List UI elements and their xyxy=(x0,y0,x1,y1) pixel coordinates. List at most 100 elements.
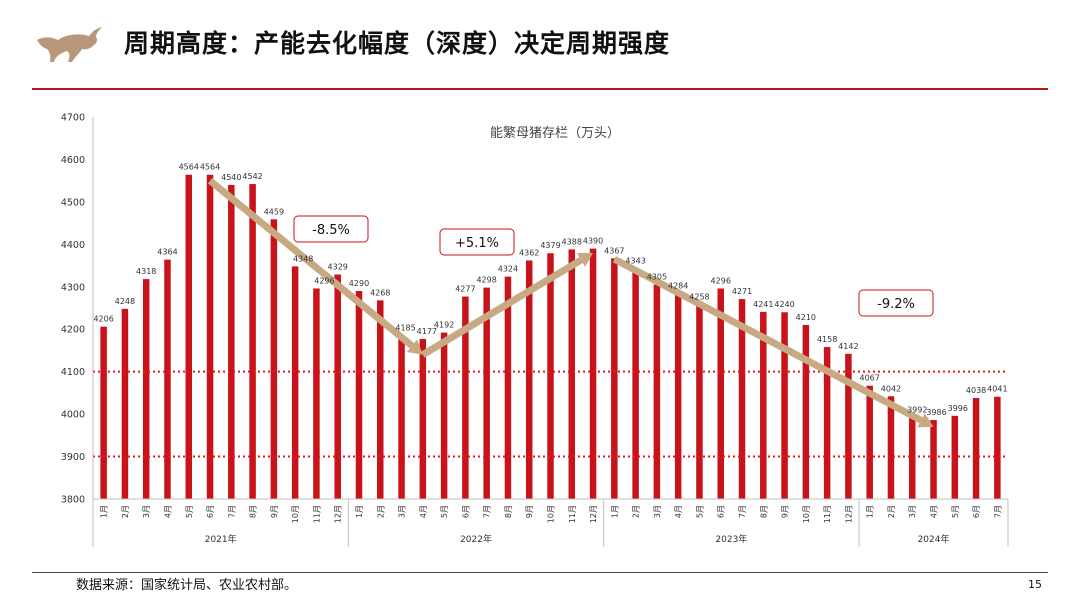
x-tick-label: 11月 xyxy=(312,505,321,523)
bar xyxy=(908,417,916,499)
y-tick-label: 4000 xyxy=(61,410,85,421)
x-tick-label: 12月 xyxy=(589,505,598,523)
y-tick-label: 4500 xyxy=(61,197,85,208)
bar xyxy=(781,312,788,499)
bar xyxy=(185,174,193,500)
x-tick-label: 6月 xyxy=(972,505,981,518)
bar-data-label: 4158 xyxy=(817,335,837,344)
x-tick-label: 5月 xyxy=(695,505,704,518)
x-tick-label: 6月 xyxy=(206,505,215,518)
trend-arrow-head xyxy=(576,252,594,267)
bar xyxy=(611,258,618,499)
x-tick-label: 1月 xyxy=(866,505,875,518)
bar xyxy=(121,308,129,499)
trend-arrow-head xyxy=(917,413,934,428)
x-tick-label: 1月 xyxy=(610,505,619,518)
x-tick-label: 7月 xyxy=(738,505,747,518)
bar-data-label: 3986 xyxy=(926,408,946,417)
bar-data-label: 4318 xyxy=(136,267,156,276)
x-tick-label: 4月 xyxy=(674,505,683,518)
bar-data-label: 4258 xyxy=(689,293,709,302)
bar xyxy=(206,174,214,500)
year-group-label: 2023年 xyxy=(715,533,747,545)
bar xyxy=(419,338,427,499)
bar-data-label: 4296 xyxy=(711,276,731,285)
x-tick-label: 3月 xyxy=(398,505,407,518)
change-callout-label: -9.2% xyxy=(877,297,915,312)
bar xyxy=(568,249,576,499)
bar xyxy=(334,274,341,499)
x-tick-label: 2月 xyxy=(121,505,130,518)
bar-data-label: 4540 xyxy=(221,173,241,182)
change-callout-label: -8.5% xyxy=(312,223,350,238)
bar xyxy=(377,300,384,499)
bar xyxy=(717,288,724,499)
bar-data-label: 4348 xyxy=(293,254,313,263)
x-tick-label: 2月 xyxy=(887,505,896,518)
bar xyxy=(355,291,363,499)
bar-data-label: 4324 xyxy=(498,265,518,274)
bar-data-label: 4142 xyxy=(838,342,858,351)
bar-data-label: 4268 xyxy=(370,288,390,297)
bar-data-label: 4362 xyxy=(519,248,539,257)
bar-data-label: 4364 xyxy=(157,248,177,257)
x-tick-label: 9月 xyxy=(270,505,279,518)
x-tick-label: 12月 xyxy=(844,505,853,523)
change-callout-label: +5.1% xyxy=(455,236,499,251)
bar xyxy=(440,332,448,499)
x-tick-label: 7月 xyxy=(227,505,236,518)
bar-data-label: 4542 xyxy=(242,172,262,181)
bar-data-label: 4206 xyxy=(93,315,113,324)
bar-data-label: 4305 xyxy=(647,273,667,282)
x-tick-label: 11月 xyxy=(823,505,832,523)
bar-data-label: 4343 xyxy=(625,257,645,266)
x-tick-label: 5月 xyxy=(440,505,449,518)
x-tick-label: 2月 xyxy=(376,505,385,518)
bar xyxy=(653,284,661,499)
bar xyxy=(632,268,639,499)
x-tick-label: 10月 xyxy=(291,505,300,523)
bar xyxy=(674,293,682,499)
bar-data-label: 4367 xyxy=(604,246,624,255)
bar-data-label: 3992 xyxy=(907,406,927,415)
y-tick-label: 4200 xyxy=(61,325,85,336)
bar xyxy=(313,288,320,499)
y-tick-label: 3900 xyxy=(61,452,85,463)
x-tick-label: 8月 xyxy=(759,505,768,518)
x-tick-label: 12月 xyxy=(334,505,343,523)
bar xyxy=(164,259,171,499)
bar xyxy=(398,335,405,499)
bar xyxy=(462,296,469,499)
x-tick-label: 6月 xyxy=(461,505,470,518)
bar-data-label: 4210 xyxy=(796,313,816,322)
bar xyxy=(525,260,533,499)
bar xyxy=(589,248,597,499)
x-tick-label: 8月 xyxy=(504,505,513,518)
year-group-label: 2022年 xyxy=(460,533,492,545)
bar xyxy=(291,266,299,499)
x-tick-label: 1月 xyxy=(355,505,364,518)
x-tick-label: 3月 xyxy=(142,505,151,518)
x-tick-label: 9月 xyxy=(781,505,790,518)
bar-data-label: 3996 xyxy=(948,404,968,413)
x-tick-label: 4月 xyxy=(930,505,939,518)
x-tick-label: 2月 xyxy=(632,505,641,518)
data-source-note: 数据来源：国家统计局、农业农村部。 xyxy=(76,578,298,593)
bar-data-label: 4390 xyxy=(583,237,603,246)
bar-data-label: 4271 xyxy=(732,287,752,296)
x-tick-label: 3月 xyxy=(653,505,662,518)
bar-data-label: 4296 xyxy=(314,276,334,285)
chart-title: 能繁母猪存栏（万头） xyxy=(490,125,620,141)
bar-data-label: 4379 xyxy=(540,241,560,250)
y-tick-label: 4700 xyxy=(61,113,85,124)
bar xyxy=(270,219,278,499)
y-tick-label: 4300 xyxy=(61,282,85,293)
page-number: 15 xyxy=(1028,578,1042,591)
x-tick-label: 3月 xyxy=(908,505,917,518)
trend-arrow-shaft xyxy=(207,177,415,349)
bar xyxy=(994,396,1001,499)
x-tick-label: 10月 xyxy=(547,505,556,523)
bar-data-label: 4041 xyxy=(987,385,1007,394)
x-tick-label: 9月 xyxy=(525,505,534,518)
trend-arrow-shaft xyxy=(612,256,923,424)
